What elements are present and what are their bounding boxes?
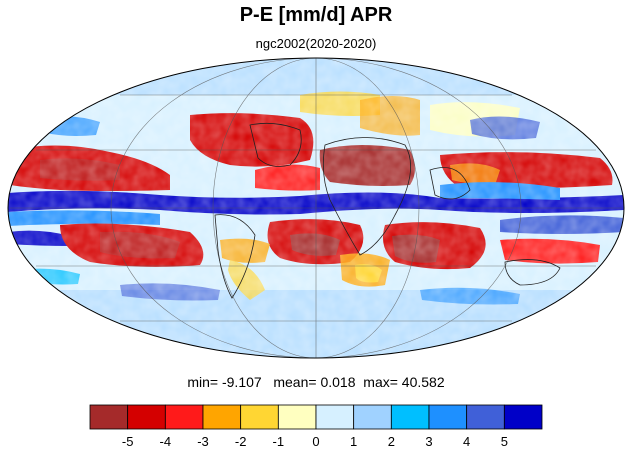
field-statistics: min= -9.107 mean= 0.018 max= 40.582 (0, 374, 632, 390)
colorbar-swatch (202, 404, 242, 430)
colorbar-tick-label: -3 (197, 434, 209, 449)
colorbar-tick-label: -2 (235, 434, 247, 449)
max-label: max= (363, 374, 398, 390)
colorbar-swatch (277, 404, 317, 430)
colorbar-tick-label: -1 (273, 434, 285, 449)
colorbar-tick-label: 3 (425, 434, 432, 449)
colorbar-swatch (353, 404, 392, 430)
colorbar-tick-label: 0 (312, 434, 319, 449)
min-label: min= (187, 374, 219, 390)
max-value: 40.582 (401, 374, 445, 390)
mean-label: mean= (273, 374, 317, 390)
coastlines (214, 122, 561, 299)
globe-outline (7, 57, 625, 359)
colorbar-tick-label: -4 (160, 434, 172, 449)
colorbar-swatch (240, 404, 279, 430)
mean-value: 0.018 (320, 374, 356, 390)
min-value: -9.107 (221, 374, 262, 390)
colorbar-tick-label: 1 (350, 434, 357, 449)
colorbar-swatch (466, 404, 505, 430)
colorbar-tick-label: -5 (122, 434, 134, 449)
map-subtitle: ngc2002(2020-2020) (255, 36, 377, 51)
colorbar-swatch (164, 404, 204, 430)
map-title: P-E [mm/d] APR (239, 4, 393, 26)
colorbar-swatch (390, 404, 430, 430)
colorbar-tick-label: 2 (388, 434, 395, 449)
colorbar-swatch (503, 404, 543, 430)
colorbar-tick-label: 5 (501, 434, 508, 449)
pe-field-map (7, 57, 625, 359)
colorbar-swatch (127, 404, 166, 430)
colorbar-tick-label: 4 (463, 434, 470, 449)
colorbar-swatch (315, 404, 355, 430)
colorbar-swatch (428, 404, 468, 430)
colorbar-swatch (89, 404, 129, 430)
